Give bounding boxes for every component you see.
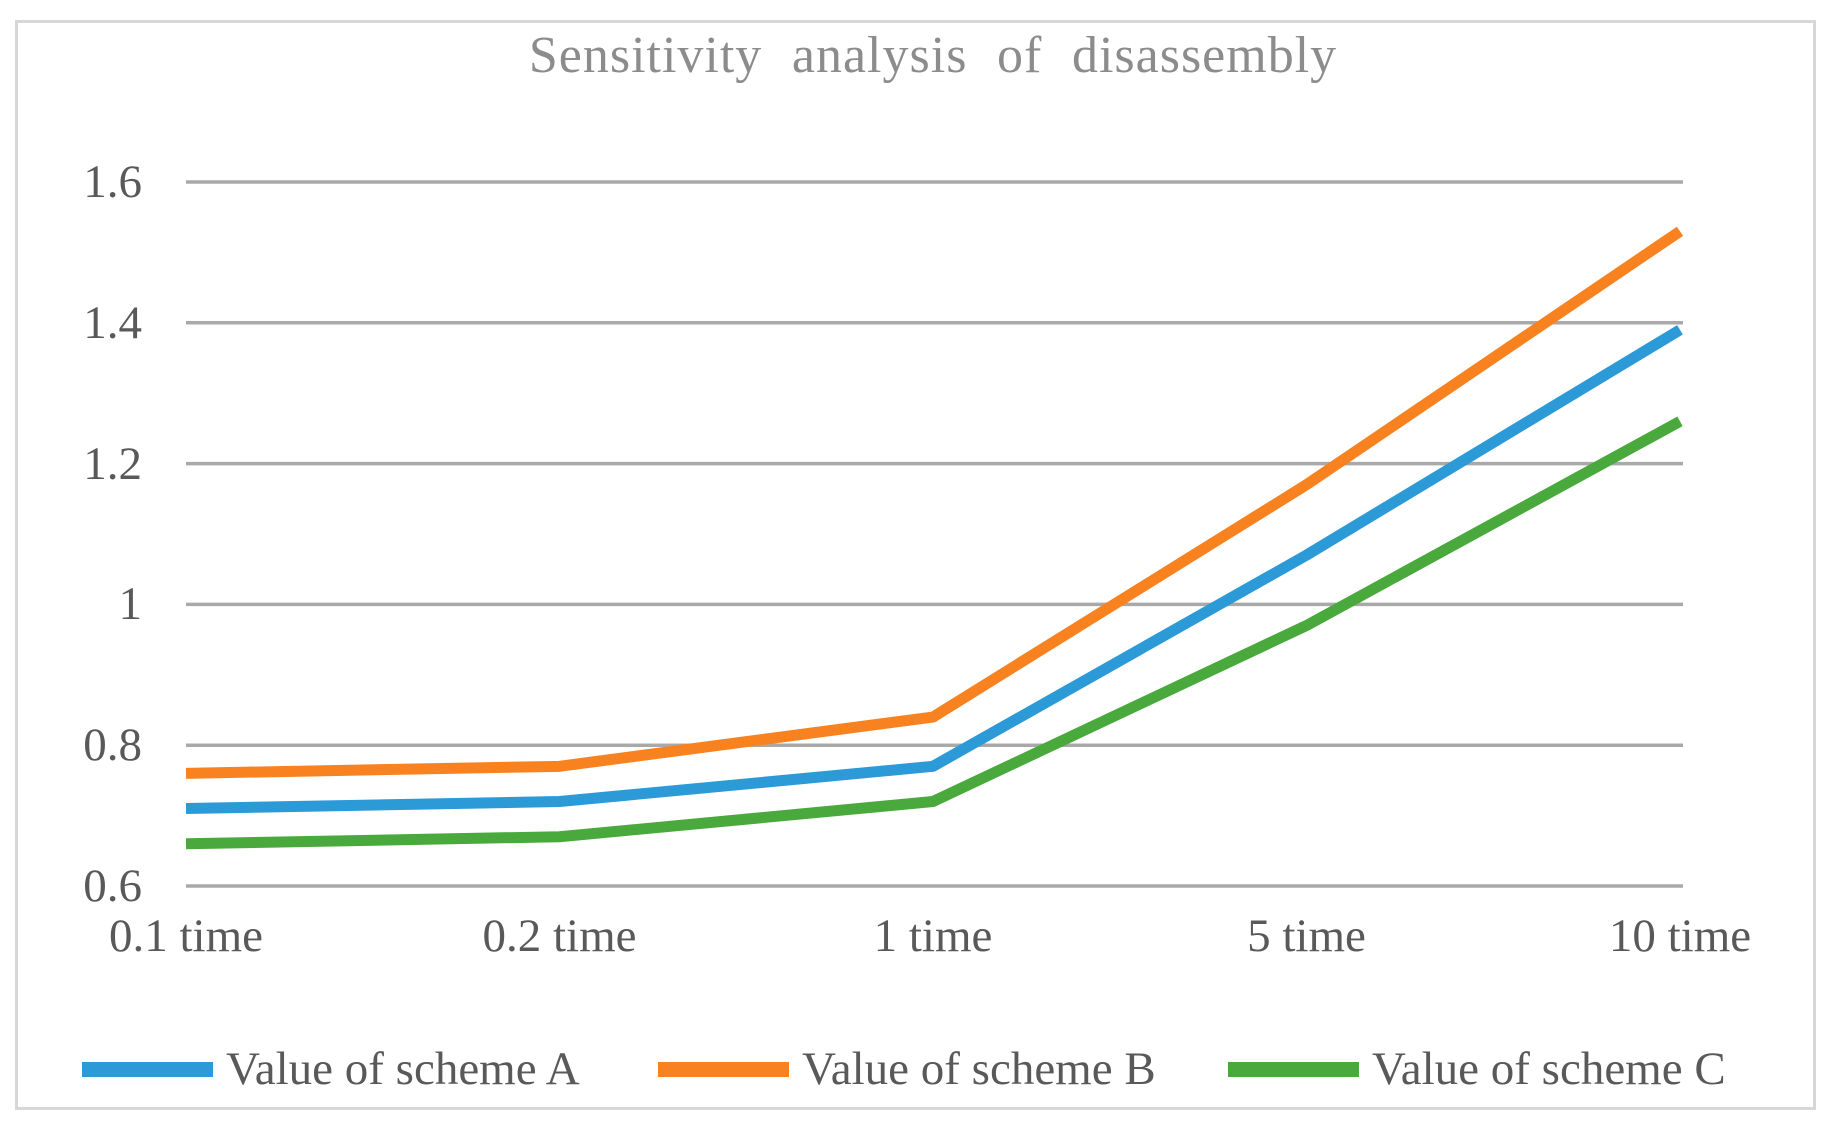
y-tick-label: 1.4: [83, 296, 142, 349]
x-tick-label: 0.2 time: [482, 910, 637, 962]
legend-item-scheme-b: Value of scheme B: [658, 1040, 1156, 1098]
legend-swatch-scheme-c: [1228, 1061, 1359, 1077]
line-scheme-c: [185, 416, 1683, 850]
x-tick-label: 10 time: [1608, 910, 1752, 962]
legend-item-scheme-c: Value of scheme C: [1228, 1040, 1726, 1098]
chart-title: Sensitivity analysis of disassembly: [528, 27, 1338, 84]
line-scheme-b: [185, 226, 1684, 779]
legend-label-scheme-b: Value of scheme B: [802, 1043, 1156, 1095]
y-tick-label: 1: [118, 578, 143, 631]
x-tick-label: 0.1 time: [108, 910, 264, 962]
x-tick-label: 5 time: [1247, 910, 1366, 962]
legend-label-scheme-a: Value of scheme A: [226, 1043, 580, 1095]
legend-swatch-scheme-b: [658, 1061, 789, 1077]
gridlines: [186, 180, 1683, 888]
x-tick-label: 1 time: [873, 910, 993, 962]
y-tick-label: 0.8: [83, 719, 142, 772]
legend-item-scheme-a: Value of scheme A: [82, 1040, 580, 1098]
y-tick-label: 0.6: [83, 860, 142, 912]
series-lines: [185, 226, 1684, 850]
legend-swatch-scheme-a: [82, 1061, 213, 1077]
chart-border: [15, 20, 1816, 1110]
line-scheme-a: [185, 325, 1683, 815]
legend-label-scheme-c: Value of scheme C: [1372, 1043, 1726, 1095]
y-tick-label: 1.2: [83, 437, 142, 490]
y-tick-label: 1.6: [83, 156, 142, 208]
